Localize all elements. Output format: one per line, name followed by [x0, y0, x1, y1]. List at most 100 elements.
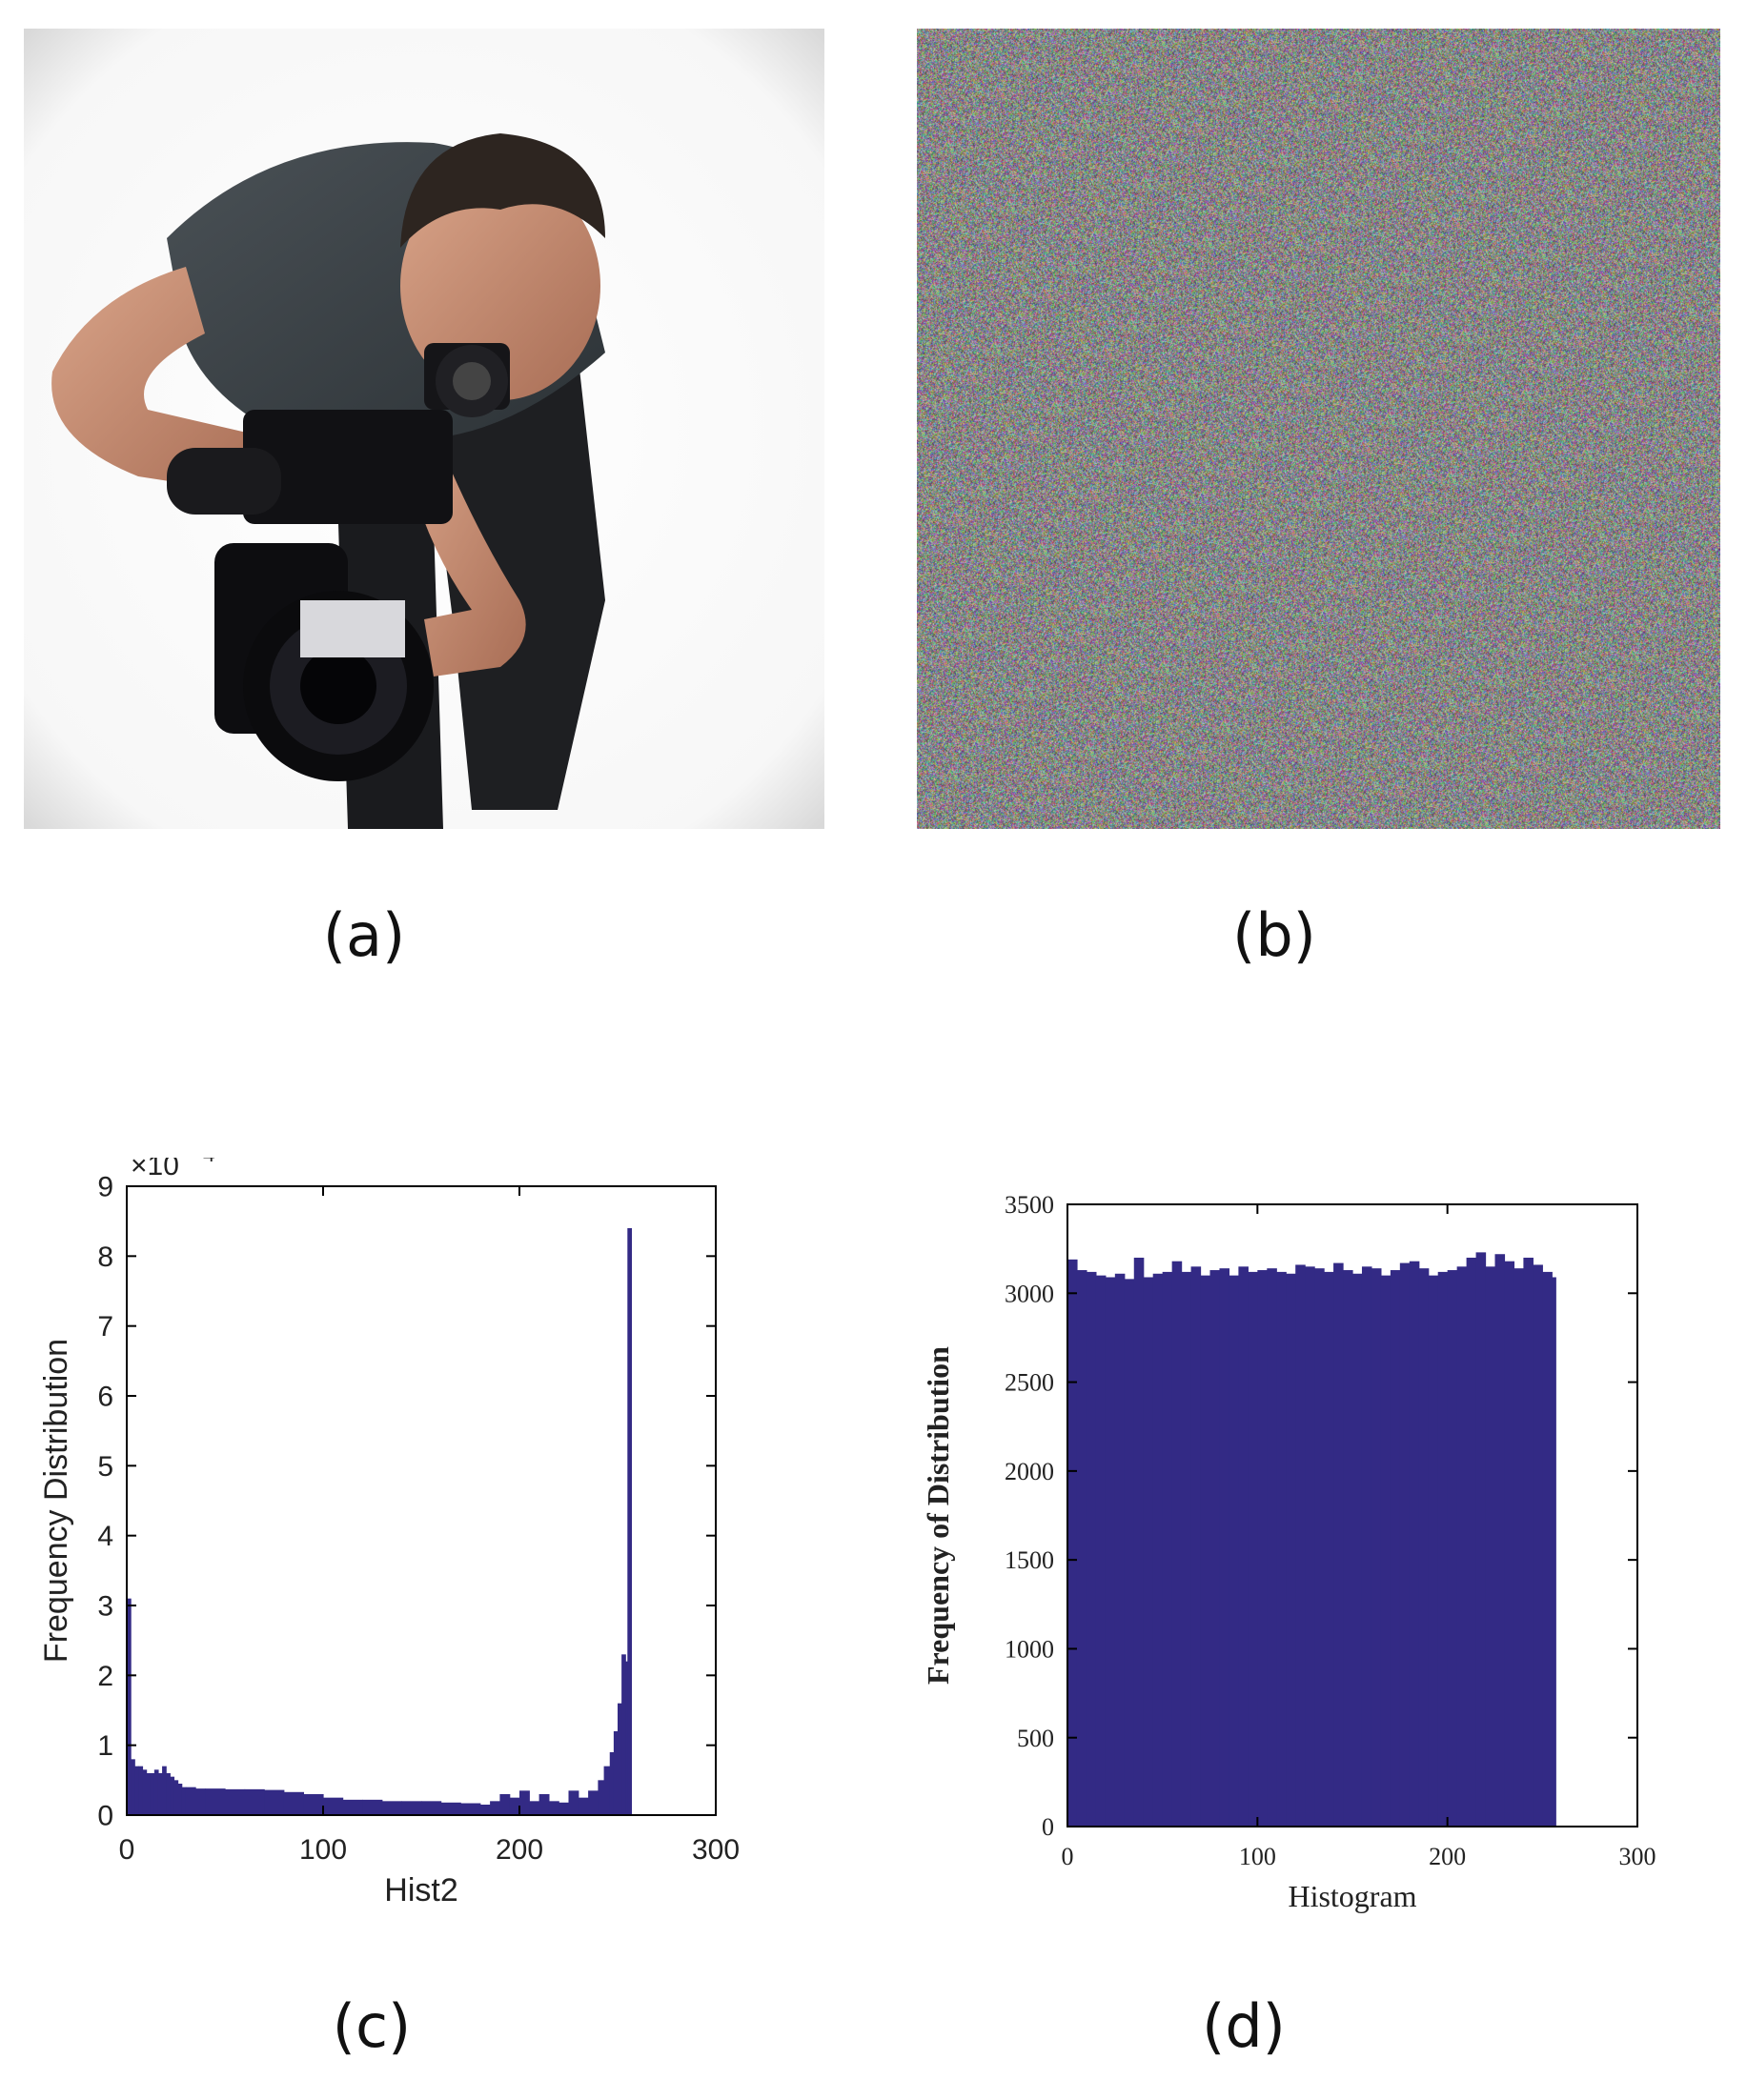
histogram-bar — [1447, 1270, 1458, 1827]
histogram-bar — [1399, 1262, 1411, 1827]
x-axis-label: Hist2 — [384, 1872, 457, 1908]
histogram-bar — [1324, 1271, 1334, 1827]
histogram-bar — [1067, 1259, 1078, 1827]
histogram-bar — [519, 1790, 530, 1815]
histogram-bar — [625, 1661, 628, 1815]
x-tick-label: 200 — [496, 1834, 543, 1866]
histogram-bar — [1466, 1257, 1477, 1827]
histogram-bar — [1371, 1268, 1382, 1827]
histogram-bar — [244, 1788, 265, 1815]
photo-panel — [24, 29, 824, 829]
caption-a: (a) — [322, 900, 406, 970]
histogram-bar — [1418, 1268, 1430, 1827]
y-tick-label: 3500 — [1005, 1191, 1054, 1219]
y-tick-label: 9 — [97, 1172, 113, 1203]
histogram-bar — [1352, 1273, 1363, 1827]
histogram-bar — [1456, 1266, 1468, 1827]
caption-d: (d) — [1202, 1991, 1286, 2061]
y-tick-label: 6 — [97, 1382, 113, 1413]
histogram-chart-d: 0 100 200 3000500100015002000250030003500Hi… — [921, 1191, 1656, 1913]
x-tick-label: 0 — [119, 1834, 135, 1866]
histogram-bar — [548, 1801, 559, 1815]
encrypted-noise-image — [917, 29, 1720, 829]
histogram-bar — [1494, 1254, 1506, 1827]
y-exponent-label: ×10 — [131, 1158, 179, 1181]
histogram-bar — [362, 1799, 383, 1815]
histogram-bar — [1533, 1264, 1543, 1827]
histogram-bar — [264, 1789, 285, 1815]
histogram-bar — [166, 1773, 171, 1815]
plot-frame — [126, 1185, 717, 1816]
histogram-bar — [1343, 1270, 1353, 1827]
histogram-bar — [460, 1803, 481, 1815]
histogram-bar — [1248, 1271, 1258, 1827]
histogram-bar — [185, 1787, 196, 1815]
histogram-bar — [440, 1802, 461, 1815]
histogram-bar — [1485, 1266, 1496, 1827]
y-tick-label: 0 — [1042, 1813, 1054, 1841]
histogram-bar — [1276, 1271, 1287, 1827]
x-tick-label: 100 — [299, 1834, 347, 1866]
y-tick-label: 1 — [97, 1730, 113, 1762]
histogram-bar — [1171, 1261, 1183, 1827]
y-tick-label: 0 — [97, 1801, 113, 1832]
histogram-bar — [225, 1788, 246, 1815]
histogram-bar — [1152, 1273, 1164, 1827]
histogram-bar — [153, 1769, 159, 1815]
y-tick-label: 1500 — [1005, 1546, 1054, 1574]
histogram-bar — [303, 1794, 324, 1815]
histogram-bar — [568, 1790, 579, 1815]
histogram-chart-c: 0 100 200 300 0 1 2 3 4 5 6 7 8 9 Hist2 Frequency Distr… — [38, 1158, 740, 1908]
histogram-bar — [173, 1780, 179, 1815]
histogram-bar — [1200, 1275, 1211, 1827]
histogram-bar — [559, 1802, 570, 1815]
y-tick-label: 4 — [97, 1521, 113, 1552]
histogram-bar — [1437, 1271, 1449, 1827]
histogram-bar — [1552, 1277, 1556, 1827]
histogram-bar — [509, 1797, 520, 1815]
histogram-bar — [1542, 1271, 1553, 1827]
histogram-bar — [127, 1598, 132, 1815]
histogram-bar — [479, 1805, 491, 1815]
histogram-bar — [603, 1766, 611, 1815]
histogram-bar — [1086, 1271, 1097, 1827]
histogram-bar — [609, 1752, 615, 1815]
histogram-bar — [1475, 1252, 1487, 1827]
histogram-bar — [1380, 1275, 1392, 1827]
histogram-bar — [1305, 1266, 1315, 1827]
histogram-bar — [401, 1801, 422, 1815]
histogram-bar — [1181, 1271, 1192, 1827]
y-tick-label: 2 — [97, 1661, 113, 1692]
histogram-bar — [1333, 1262, 1344, 1827]
plot-frame — [1066, 1203, 1638, 1827]
histogram-bar — [621, 1654, 626, 1815]
histogram-bar — [1114, 1273, 1126, 1827]
histogram-bar — [618, 1703, 622, 1815]
histogram-bar — [205, 1788, 226, 1815]
histogram-bar — [195, 1788, 206, 1815]
histogram-bar — [323, 1797, 344, 1815]
histogram-bar — [134, 1766, 139, 1815]
y-axis-label: Frequency Distribution — [38, 1339, 74, 1663]
histogram-bar — [490, 1801, 500, 1815]
histogram-bar — [1095, 1275, 1107, 1827]
histogram-bar — [1076, 1270, 1087, 1827]
histogram-bar — [1286, 1273, 1296, 1827]
histogram-bar — [1428, 1275, 1439, 1827]
x-tick-label: 300 — [692, 1834, 740, 1866]
histogram-bar — [1229, 1275, 1239, 1827]
histogram-bar — [1409, 1261, 1420, 1827]
histogram-bar — [177, 1784, 183, 1815]
histogram-bar — [499, 1794, 511, 1815]
histogram-bar — [627, 1228, 633, 1815]
histogram-bar — [1267, 1268, 1277, 1827]
histogram-bar — [181, 1787, 187, 1815]
cameraman-photo — [24, 29, 824, 829]
caption-c: (c) — [332, 1991, 412, 2061]
histogram-bar — [1190, 1266, 1202, 1827]
noise-panel — [917, 29, 1720, 829]
histogram-bar — [1504, 1261, 1515, 1827]
histogram-bar — [1238, 1266, 1249, 1827]
histogram-bar — [1162, 1271, 1173, 1827]
x-tick-label: 100 — [1239, 1843, 1276, 1870]
